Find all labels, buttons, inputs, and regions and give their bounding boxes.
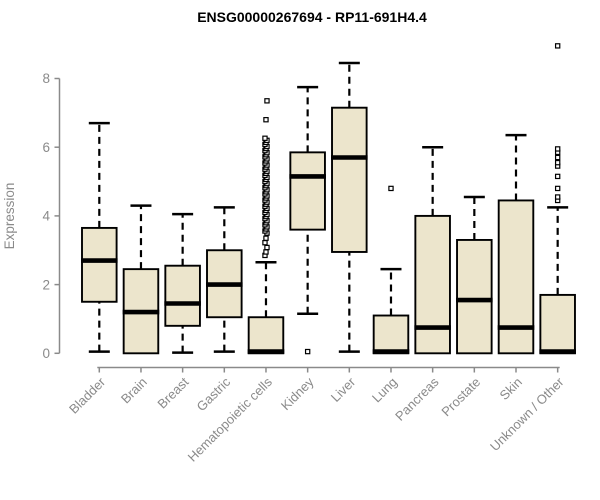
outlier-point (554, 185, 561, 192)
x-tick-label: Brain (118, 374, 150, 406)
outlier-point (262, 239, 268, 246)
y-tick-label: 2 (42, 277, 50, 292)
outlier-point (264, 98, 270, 104)
box-hematopoietic-cells (247, 98, 285, 355)
x-tick-label: Liver (328, 374, 359, 405)
iqr-box (164, 264, 201, 327)
x-tick-label: Kidney (278, 374, 317, 413)
x-tick-label: Pancreas (392, 374, 442, 424)
iqr-box (497, 199, 535, 355)
y-axis-label: Expression (2, 183, 17, 250)
x-tick-label: Bladder (66, 374, 109, 417)
box-skin (497, 133, 535, 355)
outlier-point (554, 154, 561, 161)
box-kidney (289, 85, 326, 355)
iqr-box (539, 293, 576, 355)
x-tick-label: Skin (496, 374, 524, 402)
iqr-box (247, 316, 285, 355)
iqr-box (456, 238, 493, 355)
x-tick-label: Unknown / Other (487, 374, 567, 454)
outlier-point (264, 244, 270, 251)
y-tick-label: 0 (42, 346, 50, 361)
iqr-box (372, 314, 410, 355)
outlier-point (263, 249, 269, 255)
chart-title: ENSG00000267694 - RP11-691H4.4 (197, 9, 427, 25)
x-tick-label: Breast (154, 374, 191, 411)
outlier-point (304, 348, 311, 355)
outlier-point (263, 235, 269, 241)
outlier-point (263, 117, 269, 123)
box-breast (164, 212, 201, 354)
box-brain (122, 204, 160, 355)
outlier-point (554, 194, 561, 200)
x-tick-label: Lung (369, 374, 400, 405)
y-tick-label: 6 (42, 140, 50, 155)
outlier-point (262, 135, 268, 141)
box-prostate (456, 195, 493, 355)
box-pancreas (414, 145, 451, 355)
y-tick-label: 4 (42, 209, 50, 224)
iqr-box (81, 226, 118, 303)
box-liver (331, 61, 368, 353)
x-tick-label: Prostate (438, 374, 483, 419)
box-gastric (206, 206, 243, 353)
outlier-point (554, 146, 561, 152)
box-bladder (81, 121, 118, 353)
box-unknown-other (539, 43, 576, 355)
iqr-box (414, 214, 451, 355)
x-tick-label: Gastric (194, 374, 234, 414)
outlier-point (388, 185, 394, 192)
outlier-point (554, 43, 561, 49)
outlier-point (554, 159, 561, 166)
box-lung (372, 185, 410, 355)
iqr-box (331, 106, 368, 253)
y-tick-label: 8 (42, 71, 50, 86)
outlier-point (554, 173, 561, 180)
iqr-box (289, 151, 326, 231)
